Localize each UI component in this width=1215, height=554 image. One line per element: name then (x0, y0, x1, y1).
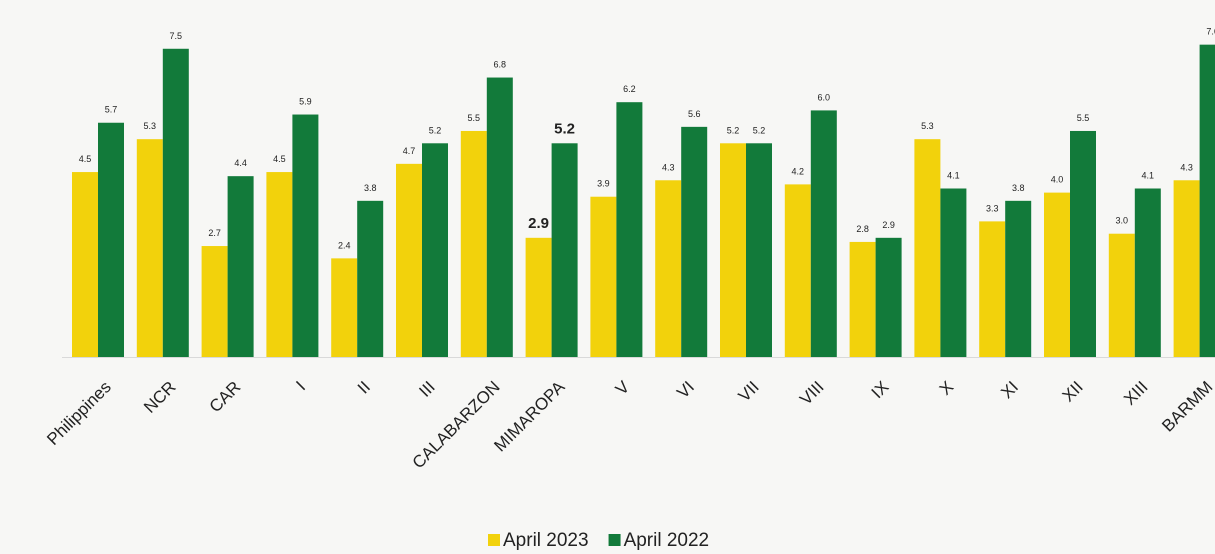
bar-april-2023-iii (396, 163, 422, 357)
value-label-april-2023-ncr: 5.3 (144, 121, 157, 131)
bar-april-2022-philippines (98, 122, 124, 358)
value-label-april-2022-xii: 5.5 (1077, 113, 1090, 123)
value-label-april-2023-calabarzon: 5.5 (468, 113, 481, 123)
bar-april-2022-barmm (1199, 44, 1215, 357)
value-label-april-2023-ix: 2.8 (856, 224, 869, 234)
bar-april-2022-calabarzon (486, 77, 513, 357)
value-label-april-2023-mimaropa: 2.9 (528, 215, 549, 232)
value-label-april-2022-i: 5.9 (299, 97, 312, 107)
bar-april-2023-ncr (136, 139, 163, 357)
value-label-april-2022-ncr: 7.5 (170, 31, 183, 41)
value-label-april-2022-iii: 5.2 (429, 125, 442, 135)
bar-april-2022-v (616, 102, 643, 357)
category-label-vii: VII (735, 377, 763, 405)
value-label-april-2022-ix: 2.9 (882, 220, 895, 230)
bar-april-2023-xiii (1108, 233, 1135, 357)
value-label-april-2022-philippines: 5.7 (105, 105, 118, 115)
category-label-xii: XII (1059, 377, 1087, 405)
legend-swatch-april-2023 (488, 534, 500, 546)
value-label-april-2022-v: 6.2 (623, 84, 636, 94)
value-label-april-2023-xiii: 3.0 (1116, 216, 1129, 226)
value-label-april-2023-x: 5.3 (921, 121, 934, 131)
bar-april-2022-xi (1005, 200, 1032, 357)
bar-april-2023-vii (720, 143, 746, 357)
value-label-april-2023-vi: 4.3 (662, 162, 675, 172)
category-label-vi: VI (673, 377, 698, 402)
value-label-april-2023-i: 4.5 (273, 154, 286, 164)
bar-april-2023-calabarzon (460, 130, 487, 357)
category-label-viii: VIII (796, 377, 827, 408)
value-label-april-2023-viii: 4.2 (792, 166, 805, 176)
legend-swatch-april-2022 (608, 534, 621, 546)
value-label-april-2023-xii: 4.0 (1051, 175, 1064, 185)
category-label-ncr: NCR (140, 377, 179, 416)
value-label-april-2022-car: 4.4 (234, 158, 247, 168)
bar-april-2023-x (914, 139, 941, 357)
bar-april-2023-car (201, 246, 228, 357)
value-label-april-2022-vii: 5.2 (753, 125, 766, 135)
value-label-april-2022-barmm: 7.6 (1206, 27, 1215, 37)
bar-april-2022-iii (422, 143, 448, 357)
bar-april-2023-ix (849, 241, 876, 357)
bar-april-2022-car (227, 176, 254, 357)
bar-april-2022-ncr (162, 48, 189, 358)
bar-april-2022-viii (810, 110, 837, 357)
value-label-april-2023-car: 2.7 (208, 228, 221, 238)
bar-april-2022-ii (357, 200, 384, 357)
category-label-mimaropa: MIMAROPA (490, 377, 568, 455)
value-label-april-2022-xiii: 4.1 (1142, 171, 1155, 181)
bar-april-2022-xiii (1134, 188, 1161, 357)
bar-april-2022-mimaropa (551, 143, 578, 357)
bar-april-2022-ix (875, 237, 902, 357)
category-label-barmm: BARMM (1158, 377, 1215, 435)
value-label-april-2023-xi: 3.3 (986, 203, 999, 213)
category-label-xiii: XIII (1120, 377, 1151, 408)
category-label-philippines: Philippines (43, 377, 115, 449)
bar-april-2023-vi (655, 180, 682, 357)
category-label-iii: III (415, 377, 438, 400)
bar-april-2023-i (266, 172, 293, 357)
bar-april-2022-vi (681, 126, 708, 357)
bar-april-2023-v (590, 196, 617, 357)
value-label-april-2023-barmm: 4.3 (1180, 162, 1193, 172)
category-label-ii: II (354, 377, 374, 397)
bar-april-2023-xi (979, 221, 1006, 357)
value-label-april-2023-vii: 5.2 (727, 125, 740, 135)
value-label-april-2022-vi: 5.6 (688, 109, 701, 119)
bar-april-2023-philippines (72, 172, 98, 357)
bar-april-2023-ii (331, 258, 358, 357)
bar-april-2022-x (940, 188, 967, 357)
category-label-car: CAR (206, 377, 245, 416)
bar-april-2023-xii (1044, 192, 1070, 357)
value-label-april-2023-ii: 2.4 (338, 240, 351, 250)
bar-april-2023-viii (784, 184, 811, 357)
value-label-april-2022-viii: 6.0 (818, 92, 831, 102)
bar-april-2022-vii (746, 143, 772, 357)
value-label-april-2022-mimaropa: 5.2 (554, 120, 575, 137)
value-label-april-2022-xi: 3.8 (1012, 183, 1025, 193)
bar-april-2023-barmm (1173, 180, 1200, 357)
category-label-v: V (612, 377, 634, 399)
category-label-x: X (936, 377, 957, 398)
value-label-april-2023-v: 3.9 (597, 179, 610, 189)
value-label-april-2023-philippines: 4.5 (79, 154, 92, 164)
value-label-april-2022-x: 4.1 (947, 171, 960, 181)
bar-april-2022-xii (1070, 130, 1096, 357)
value-label-april-2022-calabarzon: 6.8 (494, 60, 507, 70)
value-label-april-2022-ii: 3.8 (364, 183, 377, 193)
category-label-ix: IX (868, 377, 893, 402)
value-label-april-2023-iii: 4.7 (403, 146, 416, 156)
legend-label-april-2022: April 2022 (624, 530, 710, 551)
legend-label-april-2023: April 2023 (503, 530, 589, 551)
category-label-xi: XI (997, 377, 1022, 402)
bar-april-2022-i (292, 114, 319, 358)
bar-april-2023-mimaropa (525, 237, 552, 357)
category-label-i: I (292, 377, 309, 394)
